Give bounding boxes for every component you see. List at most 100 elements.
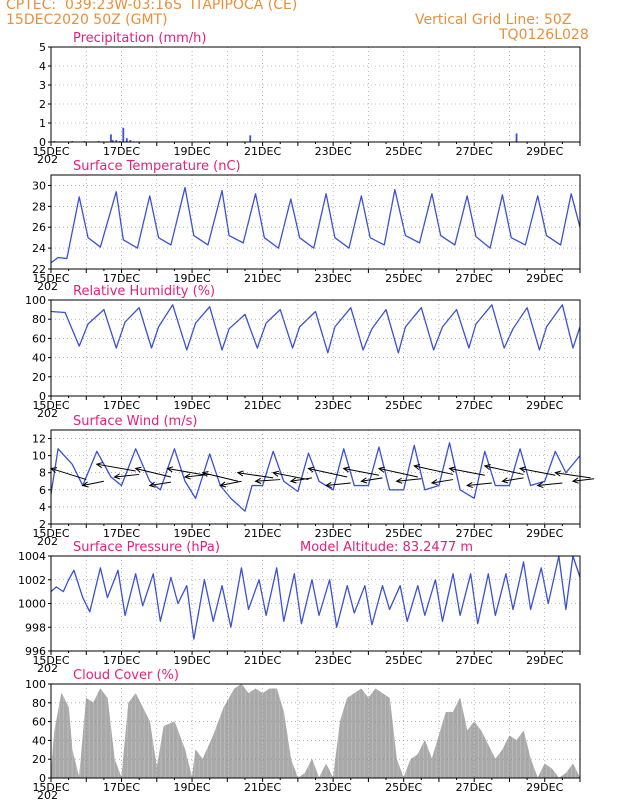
temp-xtick-label: 29DEC [526, 272, 563, 285]
wind-arrow-head [536, 481, 544, 489]
wind-arrow-head [360, 477, 368, 484]
temp-ytick-label: 22 [32, 263, 46, 276]
precip-bar [111, 140, 114, 142]
panel-wind: 2 4 6 8 10 12 15DEC 17DEC 19DEC 21DEC 23DEC 25DEC 27… [32, 414, 595, 548]
pres-xtick-label: 17DEC [103, 654, 140, 667]
pres-xtick-label: 21DEC [244, 654, 281, 667]
precip-xtick-label: 23DEC [315, 145, 352, 158]
wind-arrow [135, 467, 172, 478]
pres-title: Surface Pressure (hPa) [73, 540, 220, 555]
precip-bar [115, 140, 118, 142]
wind-xtick-label: 15DEC [32, 527, 69, 540]
precip-ytick-label: 5 [39, 41, 46, 54]
wind-ytick-label: 8 [39, 467, 46, 480]
wind-arrow [237, 472, 274, 479]
wind-arrow [431, 479, 454, 484]
header-grid-note: Vertical Grid Line: 50Z [415, 12, 572, 28]
precip-ytick-label: 4 [39, 60, 46, 73]
wind-arrow-head [518, 466, 526, 473]
wind-arrow [308, 467, 348, 478]
rh-xtick-label: 15DEC [32, 399, 69, 412]
cloud-title: Cloud Cover (%) [73, 668, 179, 683]
wind-arrow [273, 472, 309, 481]
wind-arrow-head [395, 477, 403, 484]
temp-xtick-label: 27DEC [456, 272, 493, 285]
cloud-xtick-label: 15DEC [32, 781, 69, 794]
wind-arrow-head [501, 477, 509, 484]
precip-bar [125, 138, 128, 142]
temp-ytick-label: 24 [32, 242, 46, 255]
precip-title: Precipitation (mm/h) [73, 31, 206, 46]
pres-annotation: Model Altitude: 83.2477 m [300, 540, 473, 555]
wind-arrow-head [430, 479, 438, 486]
wind-arrow-head [289, 477, 297, 484]
precip-xtick-label: 25DEC [385, 145, 422, 158]
rh-ytick-label: 0 [39, 390, 46, 403]
header-date: 15DEC2020 50Z (GMT) [6, 12, 168, 28]
rh-xtick-label: 23DEC [315, 399, 352, 412]
rh-ytick-label: 40 [32, 352, 46, 365]
rh-xtick-label: 27DEC [456, 399, 493, 412]
wind-arrow [414, 465, 454, 475]
wind-arrow [149, 481, 171, 487]
cloud-xtick-label: 23DEC [315, 781, 352, 794]
wind-arrow-head [272, 470, 280, 477]
rh-xtick-label: 29DEC [526, 399, 563, 412]
precip-ytick-label: 0 [39, 136, 46, 149]
temp-series-line [50, 186, 581, 264]
header-code: TQ0126L028 [499, 27, 589, 43]
rh-year-fragment: 202 [37, 407, 58, 420]
rh-ytick-label: 100 [25, 294, 46, 307]
temp-xtick-label: 19DEC [174, 272, 211, 285]
wind-ytick-label: 6 [39, 484, 46, 497]
pres-xtick-label: 15DEC [32, 654, 69, 667]
wind-arrow [572, 478, 595, 482]
wind-arrow-head [113, 473, 121, 480]
precip-ytick-label: 1 [39, 117, 46, 130]
temp-xtick-label: 15DEC [32, 272, 69, 285]
cloud-ytick-label: 20 [32, 753, 46, 766]
precip-bar [515, 133, 518, 142]
pres-xtick-label: 23DEC [315, 654, 352, 667]
precip-bar [249, 135, 252, 142]
wind-arrow-head [342, 466, 350, 473]
wind-arrow [467, 482, 492, 487]
temp-title: Surface Temperature (nC) [73, 159, 241, 174]
wind-arrow [114, 473, 140, 478]
precip-ytick-label: 3 [39, 79, 46, 92]
precip-year-fragment: 202 [37, 153, 58, 166]
temp-xtick-label: 23DEC [315, 272, 352, 285]
precip-plot-area [51, 47, 580, 142]
wind-arrow [519, 467, 556, 476]
wind-xtick-label: 29DEC [526, 527, 563, 540]
wind-arrow-head [95, 462, 103, 469]
wind-arrow [449, 467, 485, 476]
rh-ytick-label: 20 [32, 371, 46, 384]
wind-arrow-head [571, 477, 579, 484]
pres-xtick-label: 25DEC [385, 654, 422, 667]
pres-ytick-label: 1000 [18, 598, 46, 611]
cloud-ytick-label: 0 [39, 772, 46, 785]
wind-arrow [82, 480, 104, 487]
cloud-xtick-label: 21DEC [244, 781, 281, 794]
precip-xtick-label: 27DEC [456, 145, 493, 158]
panel-precip: 0 1 2 3 4 5 15DEC 17DEC 19DEC 21DEC 23DEC 25DEC 27DE… [32, 31, 581, 166]
temp-ytick-label: 30 [32, 179, 46, 192]
cloud-xtick-label: 19DEC [174, 781, 211, 794]
wind-arrow [96, 463, 136, 472]
wind-arrow [484, 465, 524, 475]
wind-arrow [343, 467, 380, 476]
wind-title: Surface Wind (m/s) [73, 414, 197, 429]
precip-bar [110, 134, 112, 142]
wind-arrow-head [148, 481, 156, 488]
pres-xtick-label: 19DEC [174, 654, 211, 667]
wind-arrow [255, 479, 281, 482]
precip-xtick-label: 17DEC [103, 145, 140, 158]
wind-arrow [220, 480, 242, 487]
wind-arrow-head [134, 466, 142, 473]
wind-arrow-head [81, 481, 89, 488]
pres-ytick-label: 998 [25, 621, 46, 634]
wind-arrow-head [219, 481, 227, 488]
wind-arrow-head [236, 470, 244, 477]
precip-bar [129, 140, 132, 142]
